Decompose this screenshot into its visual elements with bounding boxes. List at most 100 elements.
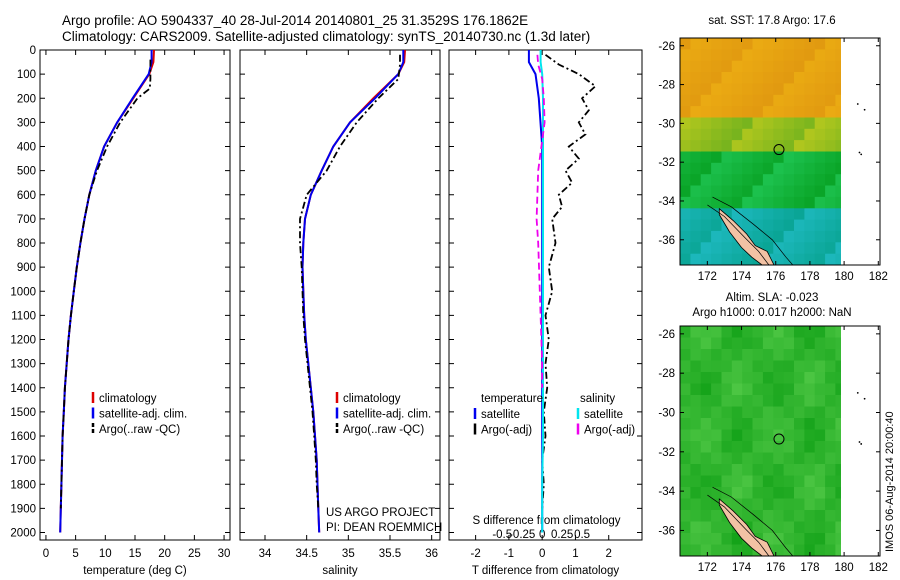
sst-map-lat-label: -28 (658, 80, 675, 92)
map-field-cell (700, 326, 712, 339)
map-field-cell (794, 337, 805, 350)
map-field-cell (804, 208, 816, 221)
map-field-cell (680, 544, 691, 556)
map-field-cell (700, 544, 712, 556)
map-field-cell (804, 475, 816, 488)
depth-tick-label: 1000 (10, 286, 36, 298)
map-field-cell (773, 510, 785, 523)
map-field-cell (752, 452, 764, 465)
map-field-cell (731, 498, 743, 511)
map-field-cell (773, 521, 785, 534)
island-marker (860, 153, 863, 156)
map-field-cell (762, 452, 774, 465)
map-field-cell (752, 326, 764, 339)
map-field-cell (680, 475, 691, 488)
map-field-cell (773, 140, 785, 152)
map-field-cell (783, 429, 795, 442)
temperature-axis-label: temperature (deg C) (83, 565, 187, 577)
map-field-cell (731, 151, 743, 164)
map-field-cell (711, 128, 723, 141)
map-field-cell (721, 174, 733, 187)
map-field-cell (762, 406, 774, 419)
map-field-cell (700, 349, 712, 362)
credit-pi: PI: DEAN ROEMMICH (326, 522, 442, 534)
map-field-cell (835, 140, 841, 152)
map-field-cell (700, 208, 712, 221)
map-field-cell (700, 441, 712, 454)
map-field-cell (742, 337, 754, 350)
map-field-cell (825, 533, 837, 546)
map-field-cell (825, 230, 837, 243)
map-field-cell (742, 94, 754, 107)
map-field-cell (731, 360, 743, 373)
map-field-cell (825, 383, 837, 396)
map-field-cell (794, 196, 805, 209)
series-line-argo-adj- (535, 54, 546, 388)
map-field-cell (711, 326, 723, 339)
map-field-cell (804, 487, 816, 500)
map-field-cell (804, 360, 816, 373)
map-field-cell (711, 242, 723, 255)
map-field-cell (721, 429, 733, 442)
salinity-legend-label: climatology (343, 393, 401, 405)
s-diff-tick-label: 0 (539, 529, 545, 541)
map-field-cell (680, 521, 691, 534)
map-field-cell (794, 106, 805, 118)
depth-tick-label: 1900 (10, 503, 36, 515)
map-field-cell (680, 230, 691, 243)
map-field-cell (690, 383, 702, 396)
map-field-cell (711, 383, 723, 396)
map-field-cell (700, 372, 712, 385)
map-field-cell (783, 174, 795, 187)
map-field-cell (773, 464, 785, 477)
depth-tick-label: 1600 (10, 431, 36, 443)
map-field-cell (690, 372, 702, 385)
map-field-cell (814, 60, 826, 73)
map-field-cell (721, 487, 733, 500)
map-field-cell (690, 326, 702, 339)
t-diff-tick-label: 0 (539, 548, 545, 560)
map-field-cell (814, 360, 826, 373)
map-field-cell (804, 219, 816, 232)
map-field-cell (742, 441, 754, 454)
map-field-cell (835, 106, 841, 118)
map-field-cell (783, 38, 795, 50)
map-field-cell (825, 196, 837, 209)
map-field-cell (721, 196, 733, 209)
map-field-cell (814, 487, 826, 500)
map-field-cell (783, 337, 795, 350)
map-field-cell (814, 151, 826, 164)
map-field-cell (814, 383, 826, 396)
map-field-cell (825, 185, 837, 198)
map-field-cell (690, 533, 702, 546)
map-field-cell (700, 418, 712, 431)
bathymetry-contour (712, 196, 794, 265)
map-field-cell (773, 544, 785, 556)
map-field-cell (711, 185, 723, 198)
map-field-cell (690, 418, 702, 431)
difference-legend-label: satellite (481, 409, 520, 421)
map-field-cell (773, 162, 785, 175)
map-field-cell (825, 60, 837, 73)
map-field-cell (783, 83, 795, 96)
map-field-cell (721, 349, 733, 362)
map-field-cell (711, 174, 723, 187)
sst-map-title: sat. SST: 17.8 Argo: 17.6 (708, 15, 835, 27)
map-field-cell (742, 475, 754, 488)
map-field-cell (700, 38, 712, 50)
map-field-cell (711, 117, 723, 130)
map-field-cell (700, 498, 712, 511)
sst-map-field (680, 38, 841, 265)
map-field-cell (721, 117, 733, 130)
map-field-cell (731, 185, 743, 198)
map-field-cell (731, 533, 743, 546)
map-field-cell (794, 452, 805, 465)
map-field-cell (835, 406, 841, 419)
map-field-cell (804, 72, 816, 84)
map-field-cell (804, 230, 816, 243)
map-field-cell (752, 174, 764, 187)
map-field-cell (690, 452, 702, 465)
map-field-cell (762, 117, 774, 130)
map-field-cell (835, 128, 841, 141)
